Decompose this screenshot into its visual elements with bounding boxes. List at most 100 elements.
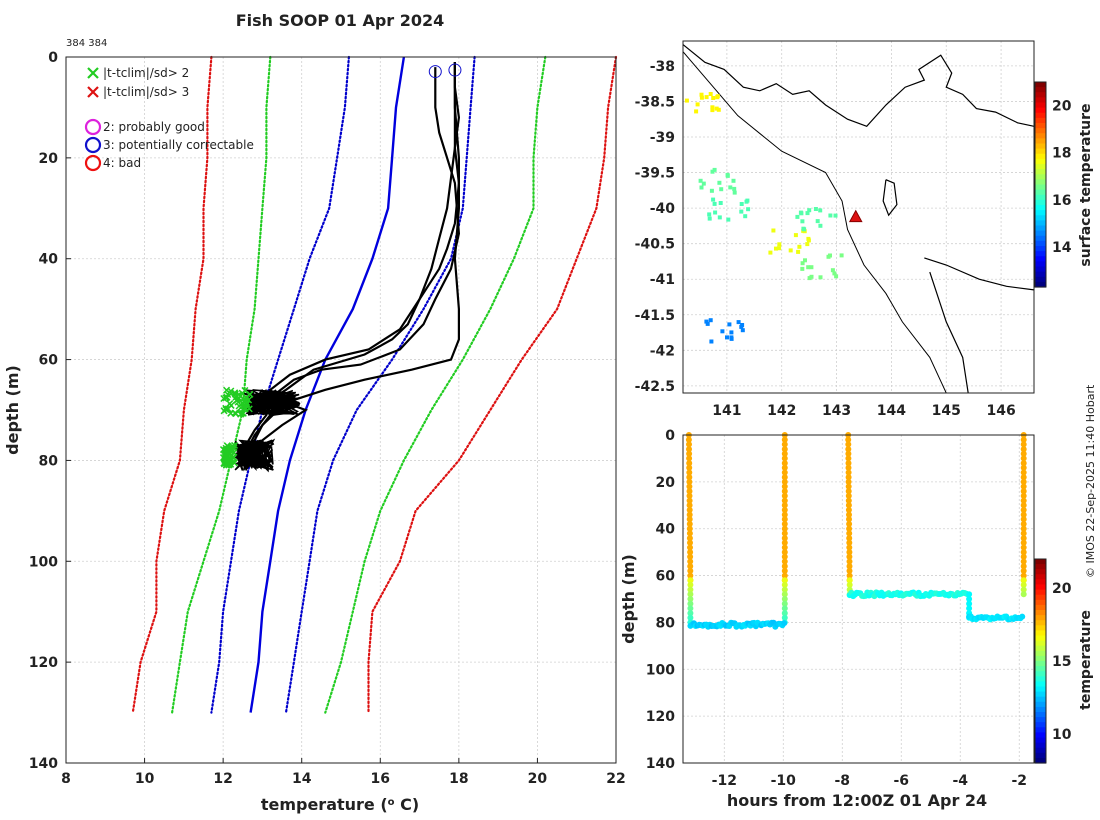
- legend-label: |t-tclim|/sd> 3: [103, 85, 189, 99]
- timeseries-plot: -12 -10 -8 -6 -4 -2 0 20 40 60 80 100 120 140 10 15 20: [646, 428, 1072, 789]
- ts-point: [1020, 502, 1027, 509]
- map-ytick-label: -41: [650, 272, 675, 288]
- map-colorbar-segment: [1035, 215, 1046, 221]
- sst-pixel: [704, 319, 709, 324]
- ts-xtick-label: -12: [712, 773, 737, 789]
- sst-pixel: [739, 324, 744, 329]
- map-ytick-label: -42: [650, 343, 675, 359]
- climatology-mean-3sd: [131, 55, 213, 714]
- ts-point: [781, 516, 788, 523]
- ts-point: [685, 436, 692, 443]
- sst-pixel: [740, 328, 745, 333]
- map-colorbar-segment: [1035, 174, 1046, 180]
- map-colorbar-segment: [1035, 112, 1046, 119]
- profile-ytick-label: 100: [29, 554, 58, 570]
- legend-marker-x: [87, 67, 99, 79]
- ts-xtick-label: -6: [893, 773, 909, 789]
- sst-pixel: [729, 335, 734, 340]
- ts-point: [687, 544, 693, 551]
- ts-point: [686, 530, 693, 537]
- map-colorbar-segment: [1035, 128, 1046, 134]
- sst-pixel: [736, 320, 741, 325]
- sst-pixel: [711, 96, 716, 100]
- map-colorbar-segment: [1035, 164, 1046, 170]
- sst-pixel: [802, 227, 807, 232]
- ts-point: [1020, 474, 1027, 481]
- sst-pixel: [818, 208, 823, 213]
- ts-colorbar-segment: [1035, 640, 1046, 647]
- ts-point: [686, 478, 693, 485]
- ts-point: [781, 469, 788, 476]
- sst-pixel: [715, 95, 720, 100]
- sst-pixel: [806, 238, 811, 243]
- ts-colorbar-segment: [1035, 589, 1046, 596]
- ts-point: [686, 469, 693, 476]
- king-island: [882, 179, 898, 217]
- ts-point: [686, 446, 692, 453]
- profile-xtick-label: 22: [606, 771, 625, 787]
- sst-pixel: [709, 339, 714, 344]
- ts-colorbar-segment: [1035, 737, 1046, 744]
- profile-3: [245, 62, 456, 462]
- ts-point: [1019, 613, 1026, 620]
- sst-pixel: [684, 98, 689, 103]
- isobath: [682, 51, 947, 394]
- map-colorbar-segment: [1035, 240, 1046, 247]
- profile-ytick-label: 20: [39, 151, 59, 167]
- ts-point: [686, 507, 693, 513]
- map-colorbar-tick: 16: [1052, 193, 1071, 209]
- ts-point: [781, 530, 788, 537]
- ts-colorbar-segment: [1035, 594, 1046, 601]
- map-colorbar-segment: [1035, 117, 1046, 124]
- ts-point: [781, 586, 788, 593]
- ts-colorbar-segment: [1035, 757, 1046, 764]
- map-colorbar-segment: [1035, 82, 1046, 88]
- ts-point: [781, 492, 788, 499]
- sst-pixel: [828, 213, 833, 218]
- sst-pixel: [809, 265, 814, 270]
- ts-point: [846, 511, 852, 518]
- legend-label: 4: bad: [103, 156, 141, 170]
- profile-legend: |t-tclim|/sd> 2 |t-tclim|/sd> 3 2: probabl…: [84, 66, 254, 172]
- sst-pixel: [725, 335, 729, 340]
- legend-marker-circle: [84, 154, 102, 172]
- ts-point: [1020, 581, 1027, 588]
- ts-point: [781, 539, 788, 546]
- ts-point: [1020, 572, 1027, 579]
- ts-point: [846, 549, 853, 556]
- sst-pixel: [729, 330, 734, 335]
- ts-point: [846, 516, 852, 523]
- ts-point: [687, 610, 694, 617]
- ts-point: [1020, 464, 1027, 471]
- sst-pixel: [701, 181, 706, 186]
- ts-point: [845, 436, 852, 443]
- ts-ytick-label: 60: [656, 569, 676, 585]
- tasmania-coast: [924, 257, 1035, 291]
- ts-ytick-label: 140: [646, 756, 675, 772]
- sst-pixel: [713, 210, 718, 215]
- timeseries-ylabel: depth (m): [619, 554, 638, 644]
- ts-point: [1020, 544, 1027, 551]
- ts-xtick-label: -4: [952, 773, 968, 789]
- ts-point: [966, 600, 973, 607]
- profile-ylabel: depth (m): [3, 365, 22, 455]
- sst-pixel: [800, 219, 805, 224]
- ts-xtick-label: -2: [1011, 773, 1027, 789]
- ts-point: [781, 605, 788, 612]
- map-colorbar-label: surface temperature: [1078, 103, 1094, 266]
- map-ytick-label: -42.5: [635, 379, 675, 395]
- ts-point: [686, 488, 693, 495]
- sst-pixel: [694, 109, 699, 114]
- ts-point: [781, 581, 788, 588]
- map-colorbar-segment: [1035, 189, 1046, 196]
- sst-pixel: [699, 95, 704, 100]
- ts-colorbar-segment: [1035, 574, 1046, 580]
- ts-point: [687, 563, 694, 570]
- map-ytick-label: -39.5: [635, 166, 675, 182]
- ts-colorbar-segment: [1035, 666, 1046, 672]
- ts-point: [686, 502, 693, 509]
- ts-colorbar-segment: [1035, 559, 1046, 565]
- ts-colorbar-segment: [1035, 706, 1046, 713]
- map-colorbar-tick: 20: [1052, 99, 1072, 115]
